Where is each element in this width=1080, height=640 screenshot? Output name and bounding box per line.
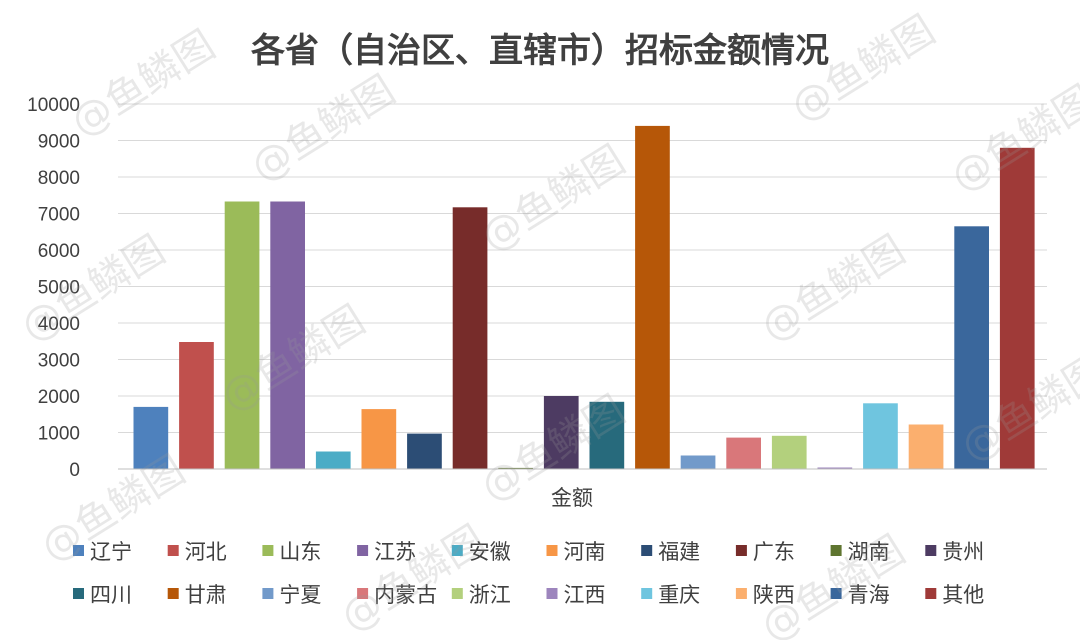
legend-label-13: 内蒙古 xyxy=(374,583,437,607)
bar-17 xyxy=(908,424,944,469)
bar-6 xyxy=(407,433,442,469)
legend-label-12: 宁夏 xyxy=(279,583,321,607)
legend-label-18: 青海 xyxy=(848,583,890,607)
legend-label-4: 安徽 xyxy=(469,540,511,564)
legend-swatch-0 xyxy=(73,545,84,556)
y-tick-label: 1000 xyxy=(38,424,80,445)
bar-3 xyxy=(270,201,305,469)
legend-swatch-8 xyxy=(830,545,842,556)
bar-5 xyxy=(361,409,397,469)
bar-9 xyxy=(543,396,579,469)
legend-swatch-12 xyxy=(262,588,274,599)
legend-label-19: 其他 xyxy=(942,583,984,607)
legend-label-10: 四川 xyxy=(90,583,132,607)
legend-label-11: 甘肃 xyxy=(185,583,227,607)
y-tick-label: 9000 xyxy=(38,132,80,153)
watermark-stamp-11: @鱼鳞图 xyxy=(333,517,493,640)
legend-swatch-17 xyxy=(735,588,747,599)
bar-10 xyxy=(589,401,625,469)
watermark-stamp-2: @鱼鳞图 xyxy=(473,137,633,261)
y-tick-label: 7000 xyxy=(38,205,80,226)
bar-0 xyxy=(133,406,169,469)
x-axis-title: 金额 xyxy=(551,486,593,510)
legend-swatch-7 xyxy=(735,545,747,556)
y-tick-label: 4000 xyxy=(38,314,80,335)
y-tick-label: 6000 xyxy=(38,241,80,262)
legend-swatch-18 xyxy=(830,588,842,599)
y-tick-label: 0 xyxy=(69,460,80,481)
legend-label-0: 辽宁 xyxy=(90,540,132,564)
legend-swatch-4 xyxy=(451,545,463,556)
legend-label-17: 陕西 xyxy=(753,583,795,607)
bar-4 xyxy=(315,451,351,469)
legend-label-1: 河北 xyxy=(185,540,227,564)
y-tick-label: 2000 xyxy=(38,387,80,408)
legend-swatch-6 xyxy=(641,545,653,556)
legend-label-7: 广东 xyxy=(753,540,795,564)
legend-swatch-2 xyxy=(262,545,274,556)
legend-swatch-9 xyxy=(925,545,937,556)
legend-label-2: 山东 xyxy=(279,540,321,564)
bar-7 xyxy=(452,207,488,470)
bar-8 xyxy=(498,467,533,469)
legend-swatch-3 xyxy=(357,545,369,556)
bar-12 xyxy=(680,455,716,469)
legend-swatch-1 xyxy=(167,545,179,556)
bars xyxy=(133,125,1035,470)
legend-swatch-16 xyxy=(641,588,653,599)
bar-18 xyxy=(954,226,989,469)
legend-swatch-19 xyxy=(925,588,937,599)
y-tick-label: 10000 xyxy=(27,95,80,116)
watermark-stamp-0: @鱼鳞图 xyxy=(63,22,223,146)
bar-11 xyxy=(635,125,670,470)
legend-label-3: 江苏 xyxy=(374,540,416,564)
legend-label-6: 福建 xyxy=(658,540,700,564)
bar-14 xyxy=(771,435,807,469)
bar-1 xyxy=(179,342,214,469)
bar-19 xyxy=(999,147,1035,470)
legend-swatch-11 xyxy=(167,588,179,599)
legend-swatch-10 xyxy=(73,588,84,599)
y-tick-label: 3000 xyxy=(38,351,80,372)
legend-label-5: 河南 xyxy=(564,540,606,564)
legend-swatch-14 xyxy=(451,588,463,599)
bar-13 xyxy=(726,437,761,469)
bar-16 xyxy=(863,403,898,469)
bar-15 xyxy=(817,467,853,469)
legend-swatch-13 xyxy=(357,588,369,599)
bar-2 xyxy=(224,201,260,469)
legend-label-8: 湖南 xyxy=(848,540,890,564)
y-tick-label: 5000 xyxy=(38,278,80,299)
y-tick-label: 8000 xyxy=(38,168,80,189)
legend-swatch-15 xyxy=(546,588,558,599)
legend-label-16: 重庆 xyxy=(658,583,700,607)
legend-label-9: 贵州 xyxy=(942,540,984,564)
chart-title: 各省（自治区、直辖市）招标金额情况 xyxy=(251,31,829,71)
legend-label-15: 江西 xyxy=(564,583,606,607)
watermark-stamp-8: @鱼鳞图 xyxy=(753,227,913,351)
legend-label-14: 浙江 xyxy=(469,583,511,607)
legend-swatch-5 xyxy=(546,545,558,556)
watermark-stamp-1: @鱼鳞图 xyxy=(243,67,403,191)
y-axis-ticks: 0 1000 2000 3000 4000 5000 6000 7000 8000 9000 100… xyxy=(27,95,80,481)
